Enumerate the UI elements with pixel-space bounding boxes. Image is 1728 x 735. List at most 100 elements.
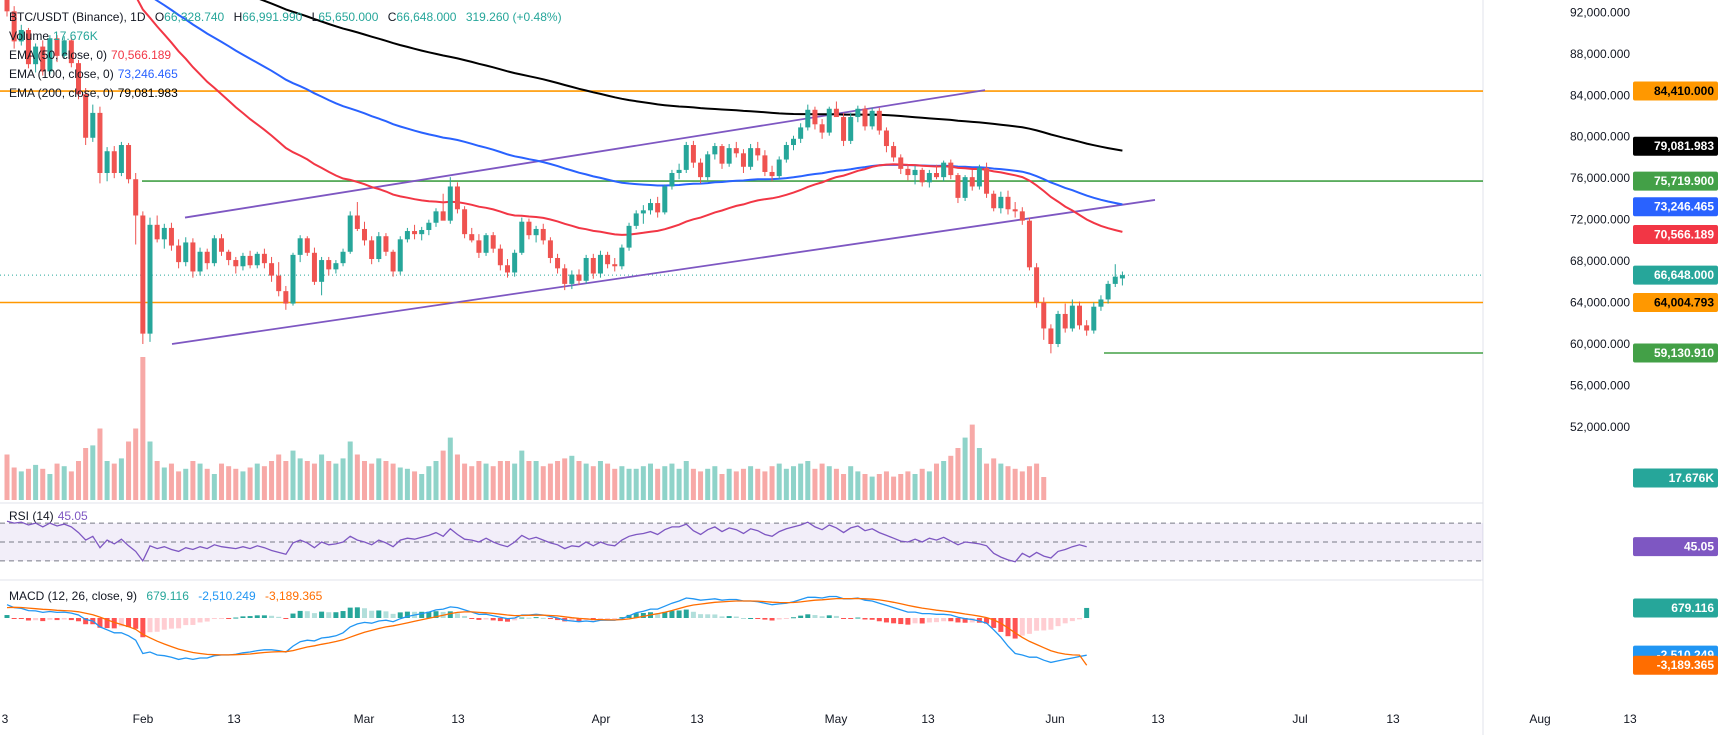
macd-histogram-bar [54,618,60,621]
candle-body [140,215,146,334]
macd-label: MACD (12, 26, close, 9) [9,589,138,603]
channel-lines [171,89,1156,345]
volume-bar [476,461,482,500]
volume-bar [562,458,568,500]
candle-body [848,117,854,141]
candle-body [733,148,739,154]
volume-bar [626,468,632,500]
macd-histogram-bar [140,618,146,638]
macd-histogram-bar [833,615,839,618]
candle-body [83,94,89,138]
price-axis[interactable]: 92,000.000 88,000.000 84,000.000 80,000.000… [1570,5,1630,434]
macd-histogram-bar [319,611,325,618]
time-tick-label: May [825,712,848,726]
volume-bar [505,461,510,500]
volume-bar [962,437,968,500]
candle-body [412,231,418,235]
macd-histogram-bar [1084,607,1090,618]
macd-histogram-bar [276,616,282,618]
candle-body [998,196,1004,209]
volume-bar [376,458,382,500]
ema100-legend[interactable]: EMA (100, close, 0) 73,246.465 [9,67,178,81]
candle-body [54,38,60,56]
volume-bar [4,454,10,500]
time-tick-label: 13 [921,712,935,726]
candle-body [25,29,31,65]
time-tick-label: 13 [1623,712,1637,726]
macd-histogram-bar [905,618,911,625]
macd-histogram-bar [247,616,253,618]
macd-histogram-bar [68,618,74,621]
macd-histogram-bar [476,618,482,620]
macd-histogram-bar [783,618,789,619]
ohlc-change: 319.260 (+0.48%) [465,10,562,24]
volume-bar [276,454,282,500]
volume-bar [948,455,954,500]
time-axis[interactable]: 3 Feb 13 Mar 13 Apr 13 May 13 Jun 13 Jul 13 Aug 13 [2,712,1637,726]
candle-body [404,231,410,240]
ema50-legend[interactable]: EMA (50, close, 0) 70,566.189 [9,48,171,62]
macd-histogram-bar [211,618,217,620]
volume-bar [941,461,947,500]
price-tick-label: 52,000.000 [1570,420,1630,434]
macd-histogram-bar [311,613,317,618]
macd-histogram-bar [619,617,625,619]
macd-histogram-bar [161,618,167,630]
candle-body [226,251,232,261]
candle-body [47,38,53,72]
volume-bar [1026,466,1032,500]
volume-bar [76,461,81,500]
macd-histogram-bar [240,616,246,618]
volume-bar [297,458,303,500]
volume-bar [547,463,553,500]
candle-body [612,264,618,267]
macd-histogram-bar [347,607,353,618]
candle-body [905,168,911,176]
volume-bar [397,467,403,500]
volume-legend[interactable]: Volume 17.676K [9,29,98,43]
macd-legend[interactable]: MACD (12, 26, close, 9) 679.116 -2,510.2… [9,589,322,603]
rsi-pane [0,520,1483,563]
candle-body [1026,220,1032,268]
candle-body [68,40,74,64]
time-tick-label: 13 [451,712,465,726]
macd-histogram-bar [61,618,67,620]
volume-bar [304,461,310,500]
candle-body [569,274,575,284]
rsi-legend[interactable]: RSI (14) 45.05 [9,509,88,523]
macd-histogram-bar [948,618,954,622]
macd-histogram-bar [197,618,203,623]
volume-bar [769,466,775,500]
symbol-legend[interactable]: BTC/USDT (Binance), 1D O66,328.740 H66,9… [9,10,562,24]
candle-body [233,260,239,267]
ema50-value: 70,566.189 [111,48,172,62]
macd-histogram-bar [1048,618,1054,630]
candle-body [319,260,325,282]
ohlc-close: 66,648.000 [396,10,457,24]
volume-bar [640,466,646,500]
time-tick-label: Jun [1045,712,1064,726]
candle-body [176,245,182,263]
macd-histogram-bar [40,618,46,622]
candle-body [605,254,611,265]
ema200-legend[interactable]: EMA (200, close, 0) 79,081.983 [9,86,178,100]
volume-bar [90,445,96,500]
candle-body [133,179,139,216]
candle-body [512,252,518,273]
macd-histogram-bar [219,618,224,619]
volume-bar [319,454,325,500]
macd-histogram-bar [533,617,539,619]
ema200-value: 79,081.983 [117,86,178,100]
macd-histogram-bar [655,613,661,618]
candle-body [211,238,217,264]
candle-body [926,173,932,183]
macd-histogram-bar [898,618,904,625]
volume-bar [590,466,596,500]
ema200-label: EMA (200, close, 0) [9,86,114,100]
candle-body [748,148,754,167]
price-tag-bg [1633,265,1718,285]
macd-histogram-bar [33,618,39,621]
horizontal-levels [0,90,1483,354]
volume-bar [483,463,489,500]
